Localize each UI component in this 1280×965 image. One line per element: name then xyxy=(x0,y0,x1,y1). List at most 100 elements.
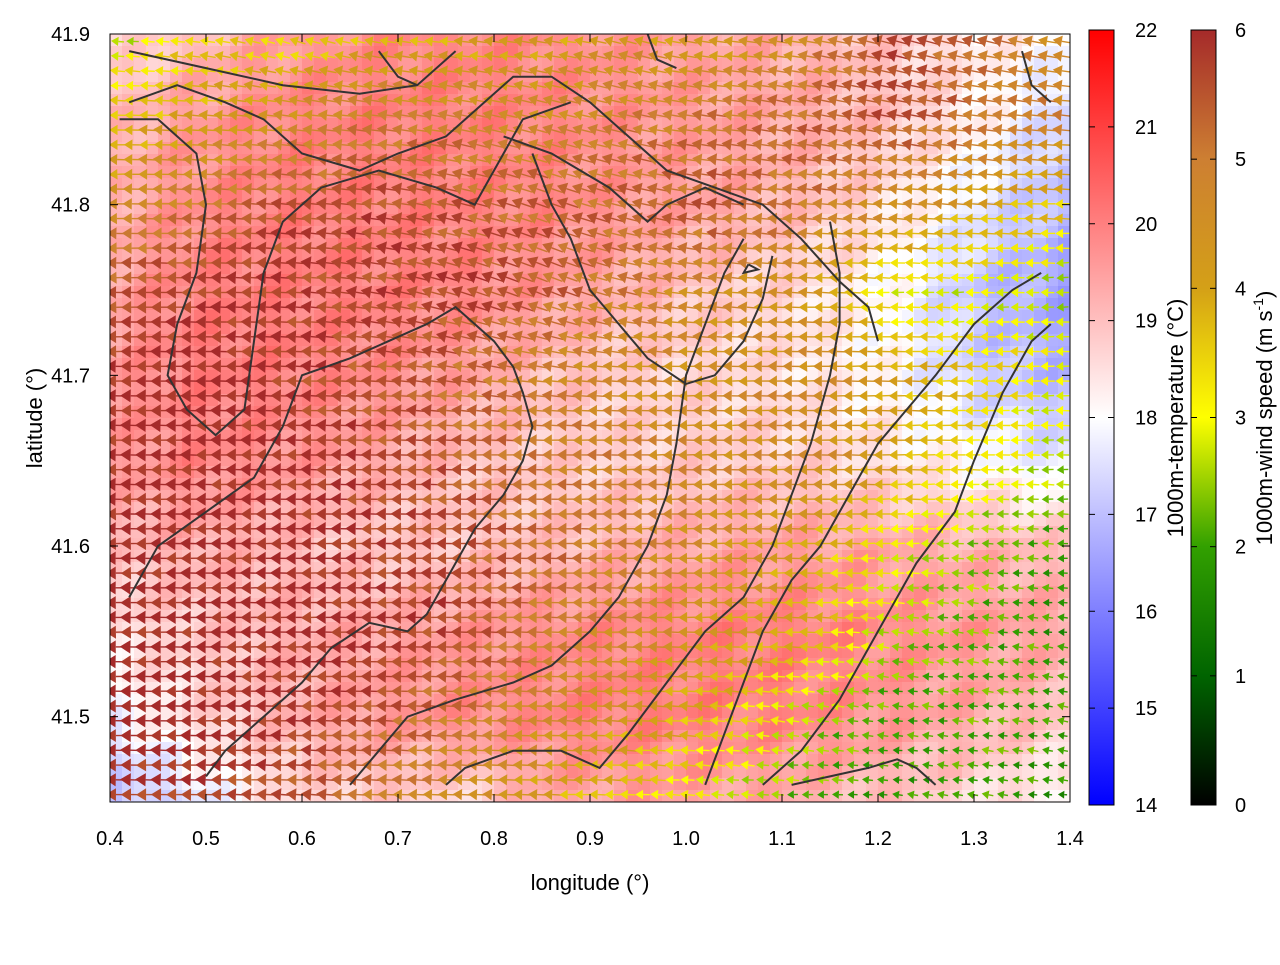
heat-cell xyxy=(686,682,699,695)
temperature-heatmap xyxy=(110,34,1070,802)
heat-cell xyxy=(506,34,519,47)
heat-cell xyxy=(146,190,159,203)
heat-cell xyxy=(1034,574,1047,587)
heat-cell xyxy=(1058,574,1070,587)
heat-cell xyxy=(806,634,819,647)
heat-cell xyxy=(974,574,987,587)
heat-cell xyxy=(626,766,639,779)
heat-cell xyxy=(134,58,147,71)
heat-cell xyxy=(806,382,819,395)
heat-cell xyxy=(986,190,999,203)
heat-cell xyxy=(806,58,819,71)
heat-cell xyxy=(1034,682,1047,695)
heat-cell xyxy=(1010,574,1023,587)
heat-cell xyxy=(146,106,159,119)
heat-cell xyxy=(1034,742,1047,755)
heat-cell xyxy=(206,58,219,71)
heat-cell xyxy=(506,58,519,71)
heat-cell xyxy=(914,742,927,755)
heat-cell xyxy=(686,442,699,455)
heat-cell xyxy=(866,190,879,203)
heat-cell xyxy=(974,598,987,611)
heat-cell xyxy=(1010,766,1023,779)
heat-cell xyxy=(146,130,159,143)
heat-cell xyxy=(1034,550,1047,563)
heat-cell xyxy=(998,574,1011,587)
heat-cell xyxy=(758,766,771,779)
heat-cell xyxy=(938,742,951,755)
heat-cell xyxy=(974,706,987,719)
heat-cell xyxy=(374,58,387,71)
heat-cell xyxy=(866,514,879,527)
heat-cell xyxy=(146,58,159,71)
heat-cell xyxy=(890,766,903,779)
heat-cell xyxy=(386,58,399,71)
heat-cell xyxy=(446,58,459,71)
heat-cell xyxy=(926,406,939,419)
heat-cell xyxy=(290,58,303,71)
heat-cell xyxy=(1022,190,1035,203)
heat-cell xyxy=(746,58,759,71)
heat-cell xyxy=(926,274,939,287)
heat-cell xyxy=(686,58,699,71)
heat-cell xyxy=(746,382,759,395)
heat-cell xyxy=(806,574,819,587)
heat-cell xyxy=(1046,214,1059,227)
heat-cell xyxy=(110,58,123,71)
heat-cell xyxy=(1058,658,1070,671)
heat-cell xyxy=(1034,766,1047,779)
heat-cell xyxy=(854,706,867,719)
heat-cell xyxy=(266,46,279,59)
heat-cell xyxy=(986,214,999,227)
heat-cell xyxy=(734,766,747,779)
heat-cell xyxy=(914,634,927,647)
heat-cell xyxy=(146,34,159,47)
heat-cell xyxy=(206,34,219,47)
heat-cell xyxy=(686,634,699,647)
heat-cell xyxy=(998,706,1011,719)
heat-cell xyxy=(1058,550,1070,563)
heat-cell xyxy=(938,706,951,719)
heat-cell xyxy=(1058,634,1070,647)
heat-cell xyxy=(206,130,219,143)
heat-cell xyxy=(854,742,867,755)
heat-cell xyxy=(986,250,999,263)
heat-cell xyxy=(134,34,147,47)
heat-cell xyxy=(914,574,927,587)
heat-cell xyxy=(866,358,879,371)
heat-cell xyxy=(866,274,879,287)
heat-cell xyxy=(938,574,951,587)
heat-cell xyxy=(266,58,279,71)
heat-cell xyxy=(602,766,615,779)
heat-cell xyxy=(566,34,579,47)
heat-cell xyxy=(926,490,939,503)
heat-cell xyxy=(974,634,987,647)
heat-cell xyxy=(926,466,939,479)
heat-cell xyxy=(806,34,819,47)
heat-cell xyxy=(254,34,267,47)
heat-cell xyxy=(1034,598,1047,611)
heat-cell xyxy=(1034,634,1047,647)
heat-cell xyxy=(1046,34,1059,47)
heat-cell xyxy=(878,742,891,755)
heat-cell xyxy=(926,442,939,455)
heat-cell xyxy=(266,34,279,47)
heat-cell xyxy=(506,766,519,779)
heat-cell xyxy=(806,598,819,611)
heat-cell xyxy=(746,34,759,47)
heat-cell xyxy=(926,358,939,371)
heat-cell xyxy=(914,706,927,719)
heat-cell xyxy=(686,550,699,563)
heat-cell xyxy=(746,682,759,695)
heat-cell xyxy=(794,766,807,779)
heat-cell xyxy=(686,574,699,587)
heat-cell xyxy=(878,766,891,779)
heat-cell xyxy=(1046,262,1059,275)
heat-cell xyxy=(1046,190,1059,203)
heat-cell xyxy=(1034,706,1047,719)
heat-cell xyxy=(986,358,999,371)
heat-cell xyxy=(626,58,639,71)
heat-cell xyxy=(566,766,579,779)
heat-cell xyxy=(926,190,939,203)
